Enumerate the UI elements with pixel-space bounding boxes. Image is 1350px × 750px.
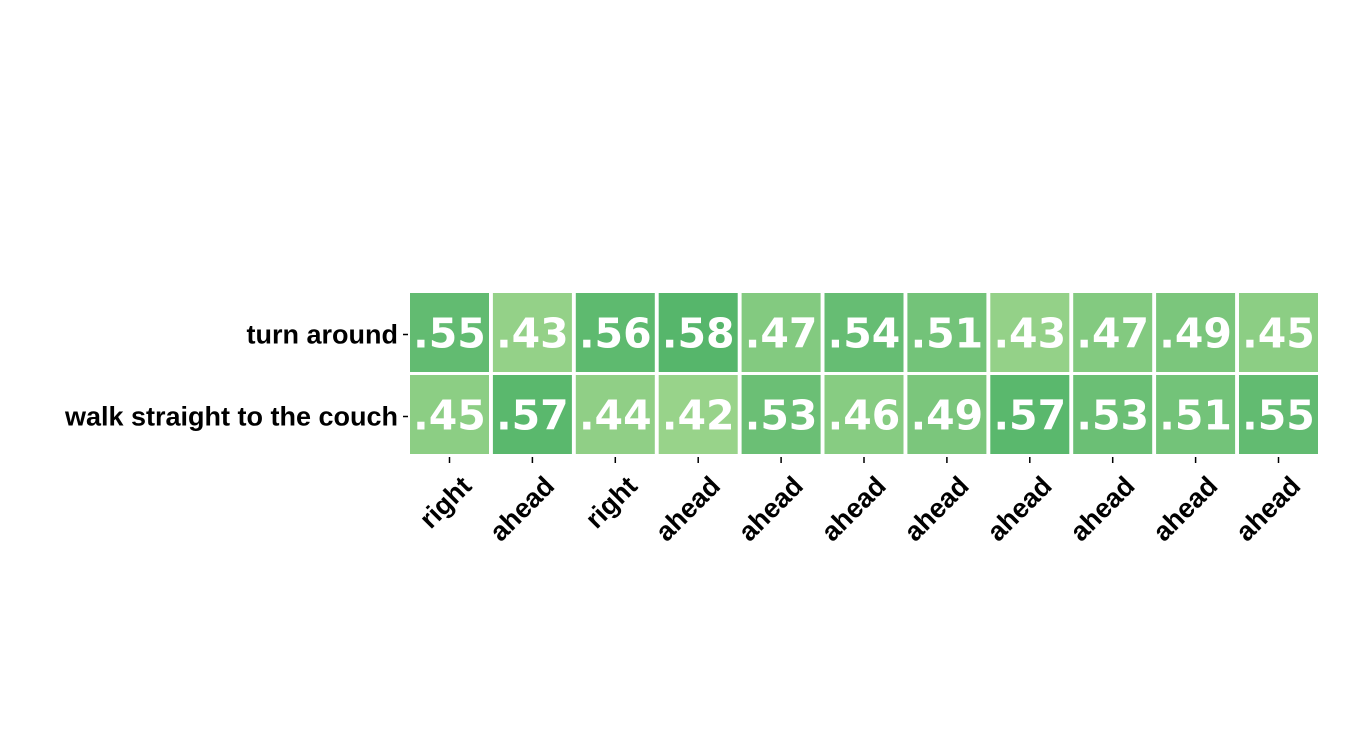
row-label: walk straight to the couch bbox=[64, 402, 398, 432]
cell-value-label: .53 bbox=[1076, 392, 1149, 440]
heatmap-cell bbox=[575, 375, 655, 454]
heatmap-cells: .55.43.56.58.47.54.51.43.47.49.45.45.57.… bbox=[410, 293, 1318, 454]
column-label: ahead bbox=[815, 471, 891, 547]
cell-value-label: .42 bbox=[662, 392, 735, 440]
heatmap-cell bbox=[1156, 375, 1236, 454]
column-label: ahead bbox=[733, 471, 809, 547]
column-label: right bbox=[414, 471, 478, 535]
cell-value-label: .53 bbox=[745, 392, 818, 440]
cell-value-label: .43 bbox=[993, 310, 1066, 358]
heatmap-cell bbox=[907, 293, 987, 372]
heatmap-cell bbox=[410, 375, 489, 454]
cell-value-label: .45 bbox=[1242, 310, 1315, 358]
heatmap-cell bbox=[907, 375, 987, 454]
cell-value-label: .57 bbox=[993, 392, 1066, 440]
column-labels: right ahead right ahead ahead ahead ahead ahead… bbox=[414, 457, 1306, 547]
cell-value-label: .54 bbox=[828, 310, 901, 358]
heatmap-cell bbox=[658, 293, 738, 372]
heatmap-cell bbox=[492, 375, 572, 454]
heatmap-cell bbox=[990, 375, 1070, 454]
cell-value-label: .45 bbox=[413, 392, 486, 440]
cell-value-label: .57 bbox=[496, 392, 569, 440]
heatmap-cell bbox=[824, 293, 904, 372]
column-label: ahead bbox=[981, 471, 1057, 547]
cell-value-label: .56 bbox=[579, 310, 652, 358]
cell-value-label: .44 bbox=[579, 392, 652, 440]
cell-value-label: .58 bbox=[662, 310, 735, 358]
cell-value-label: .49 bbox=[1159, 310, 1232, 358]
cell-value-label: .55 bbox=[1242, 392, 1315, 440]
heatmap-cell bbox=[410, 293, 489, 372]
cell-value-label: .51 bbox=[1159, 392, 1232, 440]
column-label: right bbox=[579, 471, 643, 535]
cell-value-label: .51 bbox=[911, 310, 984, 358]
cell-value-label: .46 bbox=[828, 392, 901, 440]
heatmap-cell bbox=[741, 375, 821, 454]
heatmap-cell bbox=[1073, 375, 1153, 454]
heatmap-cell bbox=[990, 293, 1070, 372]
heatmap-cell bbox=[658, 375, 738, 454]
heatmap-cell bbox=[1073, 293, 1153, 372]
heatmap-cell bbox=[741, 293, 821, 372]
column-label: ahead bbox=[898, 471, 974, 547]
column-label: ahead bbox=[1230, 471, 1306, 547]
heatmap-cell bbox=[492, 293, 572, 372]
cell-value-label: .47 bbox=[1076, 310, 1149, 358]
heatmap-cell bbox=[1156, 293, 1236, 372]
column-label: ahead bbox=[1064, 471, 1140, 547]
column-label: ahead bbox=[484, 471, 560, 547]
row-label: turn around bbox=[247, 320, 398, 350]
column-label: ahead bbox=[650, 471, 726, 547]
cell-value-label: .43 bbox=[496, 310, 569, 358]
cell-value-label: .49 bbox=[911, 392, 984, 440]
heatmap-cell bbox=[824, 375, 904, 454]
heatmap-cell bbox=[1239, 293, 1318, 372]
column-label: ahead bbox=[1147, 471, 1223, 547]
heatmap-cell bbox=[1239, 375, 1318, 454]
heatmap-cell bbox=[575, 293, 655, 372]
row-labels: turn around walk straight to the couch bbox=[64, 320, 408, 432]
cell-value-label: .47 bbox=[745, 310, 818, 358]
cell-value-label: .55 bbox=[413, 310, 486, 358]
